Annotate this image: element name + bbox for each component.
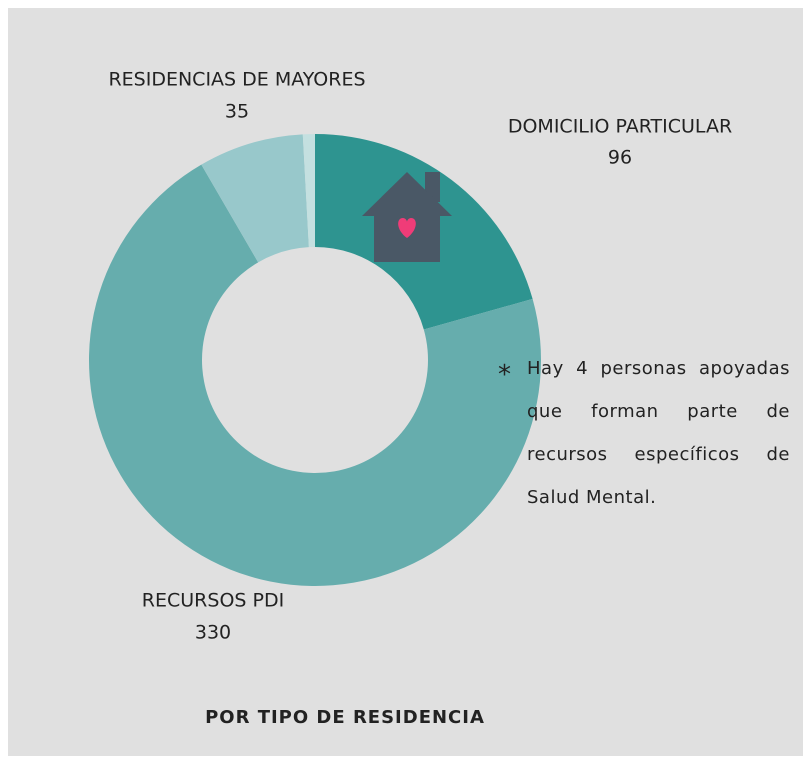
slice-label: RESIDENCIAS DE MAYORES: [108, 69, 365, 91]
slice-value: 330: [195, 622, 231, 644]
donut-slice: [89, 164, 542, 586]
slice-label: RECURSOS PDI: [142, 590, 284, 612]
slice-value: 96: [608, 147, 632, 169]
annotation: Hay 4 personas apoyadas que forman parte…: [527, 358, 790, 508]
slice-label: DOMICILIO PARTICULAR: [508, 116, 732, 138]
chart-title: POR TIPO DE RESIDENCIA: [205, 707, 485, 728]
house-icon: [362, 172, 452, 262]
donut-slice: [201, 134, 309, 263]
annotation-marker: *: [498, 360, 511, 390]
donut-slice: [302, 134, 315, 248]
slice-value: 35: [225, 101, 249, 123]
